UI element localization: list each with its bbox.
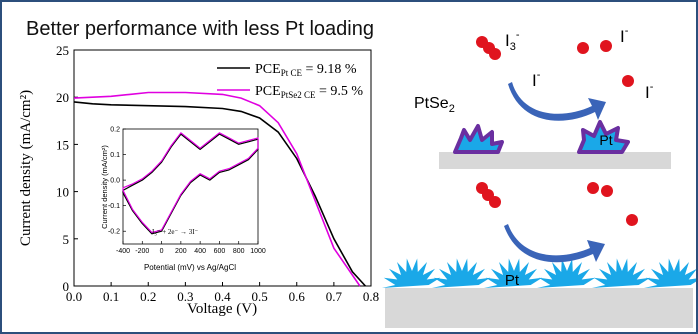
cv-x-axis-label: Potential (mV) vs Ag/AgCl — [144, 263, 236, 272]
iodide-ball — [600, 40, 612, 52]
reduction-arrow-bottom — [504, 224, 605, 263]
jv-y-tick-label: 25 — [56, 43, 69, 58]
cv-y-axis-label: Current density (mA/cm²) — [100, 145, 109, 229]
jv-x-tick-label: 0.0 — [66, 289, 82, 304]
cv-x-ticks: -400 -200 0 200 400 600 800 1000 — [116, 241, 266, 255]
schematic-ptse2: Pt I3- I- I- I- PtSe2 — [414, 25, 671, 169]
triiodide-label: I3- — [505, 29, 520, 53]
jv-x-axis-label: Voltage (V) — [187, 301, 257, 317]
jv-x-tick-label: 0.2 — [140, 289, 156, 304]
jv-y-tick-label: 10 — [56, 185, 69, 200]
iodide-ball — [489, 196, 501, 208]
cv-series — [122, 132, 259, 235]
iodide-ball — [577, 42, 589, 54]
pt-cluster — [537, 258, 596, 288]
iodide-ball — [622, 75, 634, 87]
jv-x-tick-label: 0.7 — [326, 289, 343, 304]
jv-y-ticks: 0 5 10 15 20 25 — [56, 43, 78, 294]
cv-x-tick-label: 1000 — [250, 248, 266, 255]
iodide-ball — [601, 185, 613, 197]
cv-x-tick-label: 600 — [214, 248, 226, 255]
jv-series-ptse2 — [73, 91, 361, 287]
jv-series — [73, 91, 366, 287]
cv-inset-frame — [122, 128, 259, 245]
ptse2-label: PtSe2 — [414, 95, 455, 115]
iodide-label: I- — [645, 81, 654, 102]
pt-cluster — [644, 258, 696, 288]
schematic-pt: Pt — [382, 182, 696, 328]
cv-inset-chart: -400 -200 0 200 400 600 800 1000 -0.2 -0.1 0.0 0.1… — [100, 122, 266, 272]
jv-y-tick-label: 0 — [63, 279, 70, 294]
pt-cluster — [592, 258, 651, 288]
jv-y-tick-label: 15 — [56, 137, 69, 152]
jv-legend: PCEPt CE = 9.18 % PCEPtSe2 CE = 9.5 % — [217, 62, 363, 100]
jv-y-tick-label: 20 — [56, 90, 69, 105]
cv-x-tick-label: -400 — [116, 248, 130, 255]
jv-x-ticks: 0.0 0.1 0.2 0.3 0.4 0.5 0.6 0.7 0.8 — [66, 282, 379, 304]
pt-cluster — [382, 258, 441, 288]
reduction-arrow-top — [508, 82, 606, 121]
iodide-ball — [587, 182, 599, 194]
iodide-label: I- — [620, 25, 629, 46]
pt-cluster — [484, 258, 543, 288]
cv-x-tick-label: 800 — [233, 248, 245, 255]
iodide-ball — [626, 214, 638, 226]
jv-y-tick-label: 5 — [63, 232, 70, 247]
jv-x-tick-label: 0.4 — [214, 289, 231, 304]
headline: Better performance with less Pt loading — [26, 18, 374, 40]
jv-y-axis-label: Current density (mA/cm²) — [18, 90, 34, 246]
jv-x-tick-label: 0.3 — [177, 289, 193, 304]
cv-x-tick-label: 200 — [175, 248, 187, 255]
cv-x-tick-label: 0 — [160, 248, 164, 255]
cv-y-tick-label: -0.1 — [108, 203, 120, 210]
cv-y-tick-label: 0.1 — [110, 152, 120, 159]
jv-series-pt — [73, 101, 366, 287]
jv-x-tick-label: 0.1 — [103, 289, 119, 304]
jv-x-tick-label: 0.6 — [289, 289, 306, 304]
cv-y-ticks: -0.2 -0.1 0.0 0.1 0.2 — [108, 127, 126, 236]
cv-y-tick-label: 0.2 — [110, 127, 120, 134]
cv-series-ptse2 — [122, 132, 259, 234]
cv-x-tick-label: 400 — [194, 248, 206, 255]
ptse2-cluster-right — [577, 120, 630, 154]
cv-x-tick-label: -200 — [135, 248, 149, 255]
jv-chart: 0.0 0.1 0.2 0.3 0.4 0.5 0.6 0.7 0.8 0 5 10 15 20 25 V… — [18, 43, 379, 317]
pt-label-bottom: Pt — [505, 272, 520, 289]
pt-cluster — [432, 258, 491, 288]
jv-x-tick-label: 0.5 — [252, 289, 268, 304]
cv-y-tick-label: 0.0 — [110, 178, 120, 185]
pt-cluster-row — [382, 258, 696, 288]
iodide-ball — [489, 48, 501, 60]
ptse2-cluster-left — [453, 124, 504, 154]
substrate-bottom — [385, 288, 693, 328]
cv-y-tick-label: -0.2 — [108, 229, 120, 236]
cv-series-pt — [122, 133, 259, 235]
pt-label-top: Pt — [599, 132, 612, 148]
substrate-top — [439, 152, 671, 169]
legend-label-ptse2: PCEPtSe2 CE = 9.5 % — [255, 84, 363, 100]
cv-reaction-annotation: I₃⁻ + 2e⁻ → 3I⁻ — [152, 228, 199, 236]
jv-x-tick-label: 0.8 — [363, 289, 379, 304]
legend-label-pt: PCEPt CE = 9.18 % — [255, 62, 357, 78]
iodide-label: I- — [532, 69, 541, 90]
